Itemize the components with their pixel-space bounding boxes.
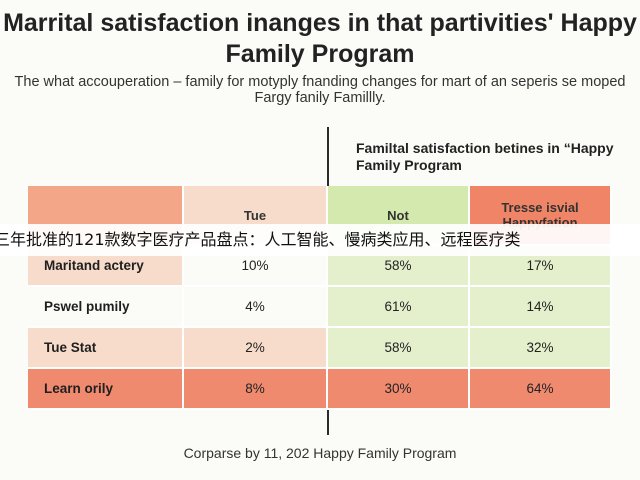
table-cell: 64% [470, 369, 612, 410]
table-cell: 61% [328, 287, 470, 328]
table-row: Learn orily 8% 30% 64% [28, 369, 612, 410]
chart-footer: Corparse by 11, 202 Happy Family Program [183, 445, 457, 461]
table-cell: 2% [184, 328, 328, 369]
table-cell: 32% [470, 328, 612, 369]
table-cell: 30% [328, 369, 470, 410]
table-cell: 14% [470, 287, 612, 328]
row-label: Tue Stat [28, 328, 184, 369]
table-cell: 4% [184, 287, 328, 328]
row-label: Learn orily [28, 369, 184, 410]
right-heading: Familtal satisfaction betines in “Happy … [356, 140, 614, 173]
table-cell: 8% [184, 369, 328, 410]
overlay-banner: 三年批准的121款数字医疗产品盘点：人工智能、慢病类应用、远程医疗类 [0, 224, 640, 256]
table-row: Pswel pumily 4% 61% 14% [28, 287, 612, 328]
chart-subtitle: The what accouperation – family for moty… [14, 74, 626, 106]
chart-title: Marrital satisfaction inanges in that pa… [3, 9, 637, 68]
row-label: Pswel pumily [28, 287, 184, 328]
table-cell: 58% [328, 328, 470, 369]
data-table: Tue Not Tresse isvial Happyfation Marita… [28, 186, 612, 410]
table-row: Tue Stat 2% 58% 32% [28, 328, 612, 369]
